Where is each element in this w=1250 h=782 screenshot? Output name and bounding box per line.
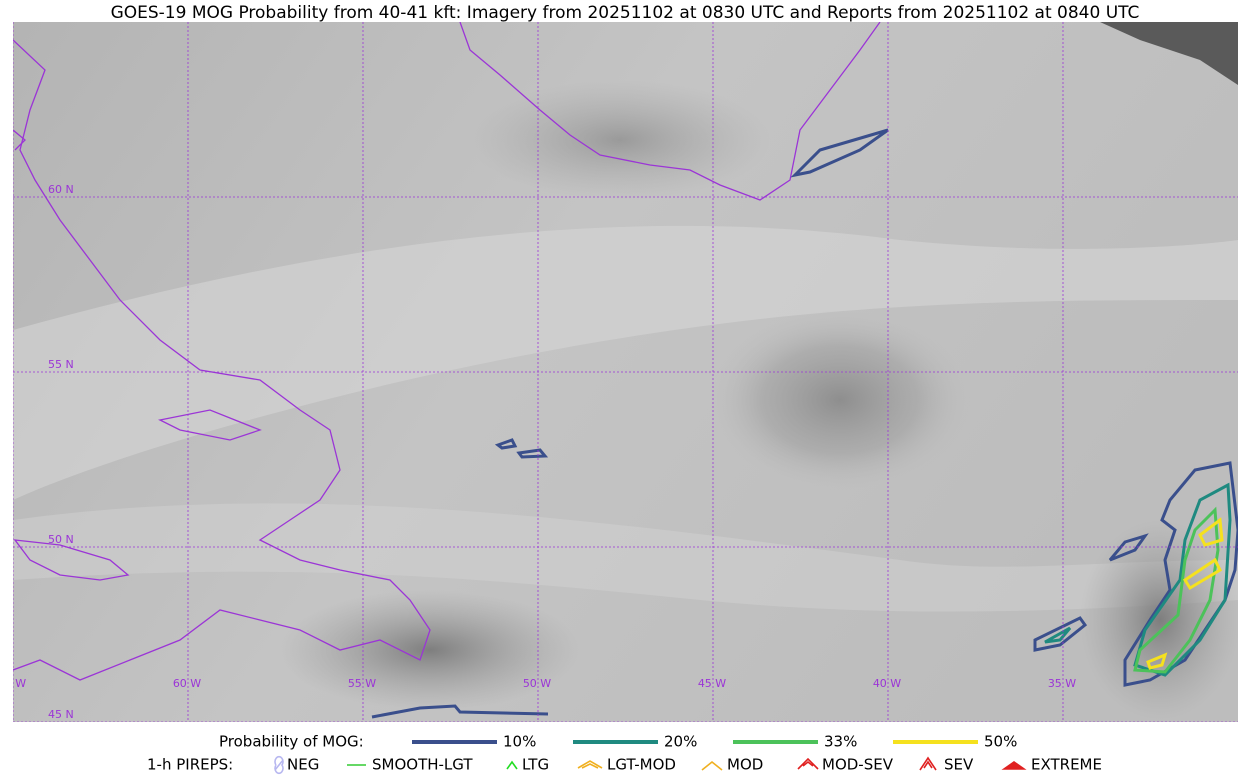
legend-title: 1-h PIREPS: [147,756,233,774]
legend-label: NEG [287,756,319,774]
legend-label: SMOOTH-LGT [372,756,473,774]
lon-label: 65 W [0,677,26,690]
legend-label: LGT-MOD [607,756,676,774]
legend-label: 33% [824,733,857,751]
pirep-symbol [1001,761,1027,770]
lon-label: 40 W [873,677,901,690]
lat-label: 60 N [48,183,74,196]
legend-label: SEV [944,756,974,774]
lat-label: 45 N [48,708,74,721]
pirep-symbol [577,760,603,769]
dark-region [470,80,770,200]
pirep-symbol [274,755,284,775]
pirep-symbol [701,760,723,771]
pirep-symbol [797,757,819,770]
lon-label: 50 W [523,677,551,690]
dark-region [280,590,580,710]
dark-region [1080,520,1238,720]
lon-label: 60 W [173,677,201,690]
lon-label: 55 W [348,677,376,690]
title: GOES-19 MOG Probability from 40-41 kft: … [111,3,1140,23]
map: 60 N 55 N 50 N 45 N 65 W 60 W 55 W 50 W 45 W 40 W… [0,22,1238,722]
legend-label: MOD-SEV [822,756,894,774]
cloud-band [13,503,1238,612]
lon-label: 45 W [698,677,726,690]
probability-contours [371,128,1238,719]
pirep-symbol [919,756,937,771]
coastlines [13,22,881,681]
cloud-band [13,225,1238,500]
legend-label: EXTREME [1031,756,1102,774]
legend-label: 50% [984,733,1017,751]
lon-label: 35 W [1048,677,1076,690]
legend-label: MOD [727,756,763,774]
no-data [1100,22,1238,85]
pirep-symbol [506,760,518,770]
legend-label: 10% [503,733,536,751]
legend-label: LTG [522,756,549,774]
lat-label: 50 N [48,533,74,546]
legend-label: 20% [664,733,697,751]
lat-label: 55 N [48,358,74,371]
vortex [710,310,970,490]
legend-title: Probability of MOG: [219,733,364,751]
